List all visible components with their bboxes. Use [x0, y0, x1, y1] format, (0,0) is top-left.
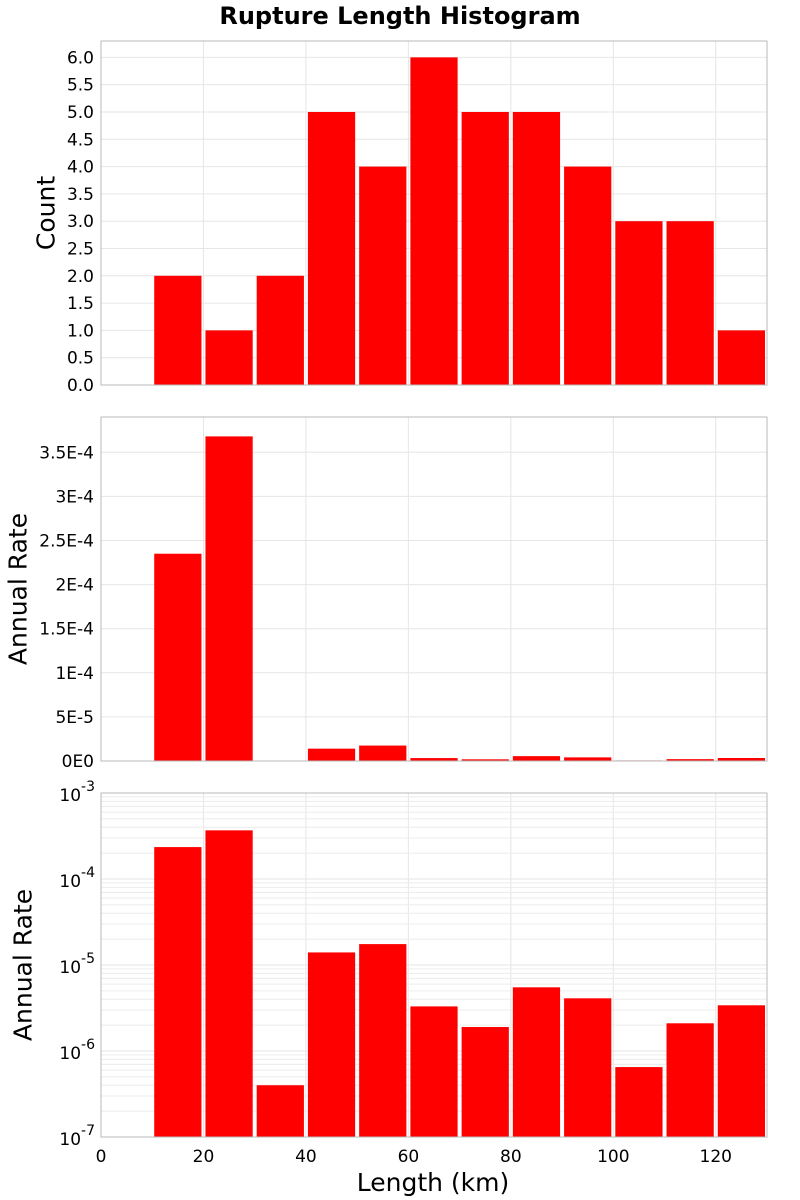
plot-frame — [100, 40, 768, 386]
y-tick-label: 3.5 — [67, 185, 94, 205]
histogram-bar — [461, 111, 509, 385]
histogram-bar — [154, 275, 202, 385]
y-tick-label: 2.5 — [67, 239, 94, 259]
histogram-bar — [512, 987, 561, 1137]
histogram-bar — [359, 944, 407, 1137]
histogram-bar — [410, 758, 458, 761]
histogram-bar — [564, 757, 612, 761]
x-tick-label: 100 — [597, 1147, 629, 1167]
histogram-bar — [512, 756, 561, 761]
histogram-bar — [564, 166, 612, 385]
x-tick-label: 80 — [500, 1147, 522, 1167]
histogram-bar — [359, 166, 407, 385]
x-tick-label: 120 — [700, 1147, 732, 1167]
y-tick-label: 3.0 — [67, 212, 94, 232]
histogram-bar — [154, 553, 202, 761]
histogram-bar — [717, 1005, 765, 1137]
y-tick-label: 10-3 — [59, 779, 95, 806]
y-tick-label: 10-6 — [59, 1037, 95, 1064]
histogram-bar — [564, 998, 612, 1137]
x-tick-label: 20 — [193, 1147, 215, 1167]
y-axis-label: Annual Rate — [9, 889, 38, 1041]
histogram-bar — [256, 275, 304, 385]
histogram-bar — [512, 111, 561, 385]
plot-frame — [100, 416, 768, 762]
y-tick-label: 2.0 — [67, 267, 94, 287]
y-tick-label: 0E0 — [62, 752, 94, 772]
y-tick-label: 1E-4 — [55, 664, 94, 684]
panel-annual-rate-log: 10-7 10-6 10-5 10-4 10-3 Annual Rate 0 20 40 60 80… — [9, 779, 768, 1197]
chart-title: Rupture Length Histogram — [219, 2, 580, 30]
histogram-bar — [461, 1027, 509, 1137]
x-tick-label: 40 — [295, 1147, 317, 1167]
x-axis-label: Length (km) — [357, 1168, 510, 1197]
y-tick-label: 0.5 — [67, 349, 94, 369]
y-tick-label: 10-4 — [59, 865, 95, 892]
histogram-bar — [307, 111, 356, 385]
histogram-bar — [154, 847, 202, 1137]
histogram-bar — [615, 221, 663, 385]
histogram-bar — [410, 1006, 458, 1137]
histogram-bar — [615, 1067, 663, 1137]
y-tick-label: 3.5E-4 — [39, 443, 94, 463]
y-tick-label: 1.5E-4 — [39, 620, 94, 640]
histogram-bar — [410, 57, 458, 385]
y-tick-label: 6.0 — [67, 48, 94, 68]
y-axis-label: Annual Rate — [4, 513, 33, 665]
y-tick-label: 10-7 — [59, 1123, 95, 1150]
x-tick-label: 0 — [96, 1147, 107, 1167]
y-tick-label: 4.0 — [67, 158, 94, 178]
y-tick-label: 0.0 — [67, 376, 94, 396]
histogram-bar — [307, 748, 356, 761]
y-tick-label: 1.5 — [67, 294, 94, 314]
y-tick-label: 3E-4 — [55, 487, 94, 507]
histogram-bar — [205, 436, 253, 761]
histogram-bar — [666, 1023, 714, 1137]
histogram-bar — [307, 952, 356, 1137]
histogram-bar — [461, 759, 509, 761]
histogram-bar — [205, 330, 253, 385]
y-tick-label: 2E-4 — [55, 576, 94, 596]
histogram-bar — [717, 758, 765, 761]
y-tick-label: 5.5 — [67, 76, 94, 96]
panel-count: 0.0 0.5 1.0 1.5 2.0 2.5 3.0 3.5 4.0 4.5 5.0 5.5 6.0 C… — [32, 40, 768, 396]
histogram-bar — [666, 759, 714, 761]
plot-frame — [100, 792, 768, 1138]
y-tick-label: 10-5 — [59, 951, 95, 978]
x-tick-label: 60 — [398, 1147, 420, 1167]
histogram-bar — [717, 330, 765, 385]
panel-annual-rate-linear: 0E0 5E-5 1E-4 1.5E-4 2E-4 2.5E-4 3E-4 3.5E-4 Ann… — [4, 416, 768, 772]
histogram-bar — [666, 221, 714, 385]
histogram-bar — [359, 745, 407, 761]
y-tick-label: 4.5 — [67, 130, 94, 150]
y-tick-label: 5.0 — [67, 103, 94, 123]
histogram-bar — [205, 830, 253, 1137]
y-tick-label: 2.5E-4 — [39, 531, 94, 551]
histogram-bar — [256, 1085, 304, 1137]
y-tick-label: 5E-5 — [55, 708, 94, 728]
y-tick-label: 1.0 — [67, 321, 94, 341]
y-axis-label: Count — [32, 176, 61, 250]
